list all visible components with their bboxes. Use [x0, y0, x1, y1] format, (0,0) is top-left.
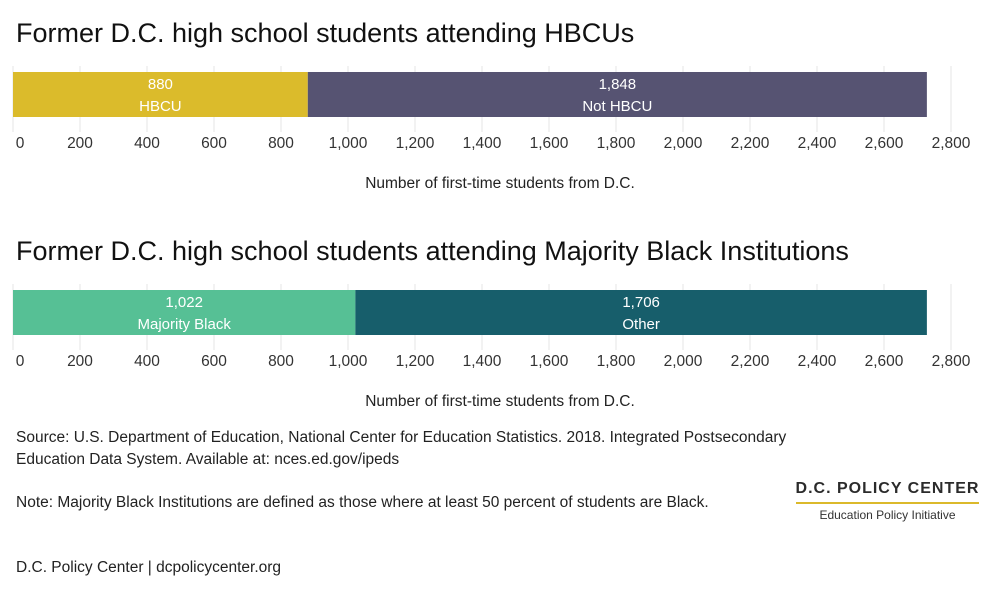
x-axis-label: Number of first-time students from D.C. [365, 393, 635, 410]
series-label: Not HBCU [582, 98, 652, 115]
tick-label: 200 [67, 135, 93, 152]
tick-label: 600 [201, 353, 227, 370]
tick-label: 1,800 [597, 135, 636, 152]
tick-label: 2,200 [731, 135, 770, 152]
tick-label: 2,600 [865, 353, 904, 370]
tick-label: 1,000 [329, 353, 368, 370]
bar-segment [13, 72, 308, 117]
tick-label: 400 [134, 135, 160, 152]
logo-subtitle: Education Policy Initiative [819, 508, 956, 522]
tick-label: 2,400 [798, 353, 837, 370]
tick-label: 2,800 [932, 135, 971, 152]
credit-line: D.C. Policy Center | dcpolicycenter.org [16, 559, 282, 576]
logo-name: D.C. POLICY CENTER [795, 480, 980, 504]
tick-label: 1,400 [463, 135, 502, 152]
tick-label: 1,600 [530, 135, 569, 152]
data-label: 880 [148, 76, 173, 93]
source-note: Source: U.S. Department of Education, Na… [16, 429, 787, 468]
definition-note: Note: Majority Black Institutions are de… [16, 494, 709, 511]
tick-label: 600 [201, 135, 227, 152]
tick-label: 2,200 [731, 353, 770, 370]
series-label: HBCU [139, 98, 182, 115]
tick-label: 1,000 [329, 135, 368, 152]
tick-label: 800 [268, 135, 294, 152]
tick-label: 200 [67, 353, 93, 370]
tick-label: 2,600 [865, 135, 904, 152]
bar-segment [355, 290, 927, 335]
tick-label: 0 [16, 353, 25, 370]
tick-label: 1,400 [463, 353, 502, 370]
series-label: Other [622, 316, 660, 333]
tick-label: 2,000 [664, 135, 703, 152]
tick-label: 2,000 [664, 353, 703, 370]
tick-label: 800 [268, 353, 294, 370]
tick-label: 2,800 [932, 353, 971, 370]
tick-label: 1,200 [396, 135, 435, 152]
x-axis-label: Number of first-time students from D.C. [365, 175, 635, 192]
chart-majority-black: 1,022 Majority Black 1,706 Other 0 200 400 600 8… [12, 284, 971, 410]
tick-label: 2,400 [798, 135, 837, 152]
chart-title-hbcu: Former D.C. high school students attendi… [16, 18, 635, 48]
data-label: 1,848 [599, 76, 637, 93]
tick-label: 1,800 [597, 353, 636, 370]
series-label: Majority Black [138, 316, 232, 333]
tick-label: 0 [16, 135, 25, 152]
tick-label: 1,600 [530, 353, 569, 370]
tick-label: 400 [134, 353, 160, 370]
bar-segment [307, 72, 927, 117]
data-label: 1,706 [622, 294, 660, 311]
bar-segment [13, 290, 356, 335]
chart-title-majority-black: Former D.C. high school students attendi… [16, 236, 849, 266]
chart-hbcu: 880 HBCU 1,848 Not HBCU 0 200 400 600 800 1,000 1,… [12, 66, 971, 192]
data-label: 1,022 [165, 294, 203, 311]
dc-policy-center-logo: D.C. POLICY CENTER Education Policy Init… [790, 480, 985, 522]
tick-label: 1,200 [396, 353, 435, 370]
